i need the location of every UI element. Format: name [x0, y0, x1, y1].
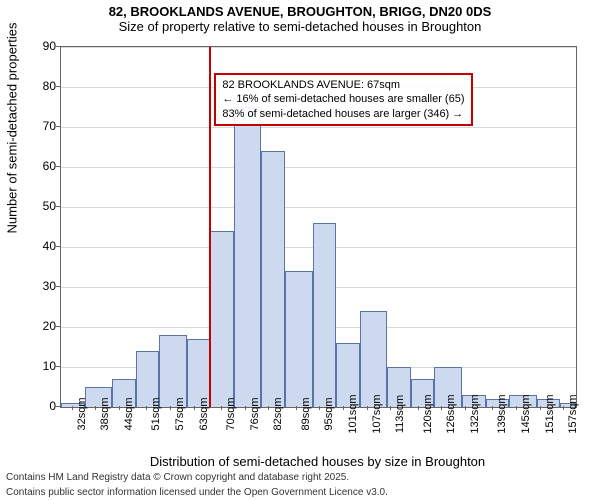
- ytick-mark: [56, 366, 60, 367]
- ytick-mark: [56, 246, 60, 247]
- gridline: [61, 47, 576, 48]
- ytick-mark: [56, 406, 60, 407]
- ytick-label: 80: [32, 79, 56, 93]
- ytick-mark: [56, 126, 60, 127]
- xtick-label: 113sqm: [394, 395, 406, 433]
- xtick-mark: [119, 406, 120, 410]
- xtick-label: 44sqm: [123, 397, 135, 430]
- xtick-label: 38sqm: [99, 397, 111, 430]
- credit-block: Contains HM Land Registry data © Crown c…: [0, 470, 600, 500]
- annotation-line: 82 BROOKLANDS AVENUE: 67sqm: [222, 78, 464, 92]
- marker-line: [209, 47, 211, 407]
- gridline: [61, 127, 576, 128]
- xtick-label: 145sqm: [520, 394, 532, 433]
- xtick-label: 89sqm: [300, 397, 312, 430]
- histogram-bar: [313, 223, 337, 407]
- credit-line-2: Contains public sector information licen…: [0, 485, 600, 500]
- xtick-mark: [441, 406, 442, 410]
- xtick-mark: [563, 406, 564, 410]
- title-sub: Size of property relative to semi-detach…: [0, 19, 600, 34]
- xtick-mark: [72, 406, 73, 410]
- plot-area: 82 BROOKLANDS AVENUE: 67sqm← 16% of semi…: [60, 46, 577, 408]
- xtick-mark: [194, 406, 195, 410]
- histogram-bar: [210, 231, 234, 407]
- xtick-label: 151sqm: [544, 394, 556, 433]
- ytick-label: 60: [32, 159, 56, 173]
- xtick-mark: [390, 406, 391, 410]
- title-main: 82, BROOKLANDS AVENUE, BROUGHTON, BRIGG,…: [0, 4, 600, 19]
- histogram-bar: [360, 311, 388, 407]
- xtick-mark: [492, 406, 493, 410]
- xtick-mark: [221, 406, 222, 410]
- xtick-label: 101sqm: [347, 394, 359, 433]
- xtick-label: 157sqm: [567, 394, 579, 433]
- xtick-mark: [268, 406, 269, 410]
- xtick-mark: [245, 406, 246, 410]
- title-block: 82, BROOKLANDS AVENUE, BROUGHTON, BRIGG,…: [0, 0, 600, 34]
- xtick-label: 95sqm: [323, 397, 335, 430]
- gridline: [61, 167, 576, 168]
- xtick-label: 126sqm: [445, 394, 457, 433]
- ytick-mark: [56, 46, 60, 47]
- annotation-line: 83% of semi-detached houses are larger (…: [222, 107, 464, 121]
- xtick-mark: [319, 406, 320, 410]
- xtick-label: 63sqm: [198, 397, 210, 430]
- ytick-label: 50: [32, 199, 56, 213]
- xtick-label: 139sqm: [496, 394, 508, 433]
- xtick-mark: [146, 406, 147, 410]
- xtick-mark: [516, 406, 517, 410]
- xtick-label: 57sqm: [174, 397, 186, 430]
- ytick-label: 30: [32, 279, 56, 293]
- ytick-label: 10: [32, 359, 56, 373]
- chart-container: 82, BROOKLANDS AVENUE, BROUGHTON, BRIGG,…: [0, 0, 600, 500]
- xtick-label: 107sqm: [371, 394, 383, 433]
- x-axis-label: Distribution of semi-detached houses by …: [60, 454, 575, 469]
- xtick-mark: [296, 406, 297, 410]
- ytick-mark: [56, 166, 60, 167]
- histogram-bar: [285, 271, 313, 407]
- histogram-bar: [261, 151, 285, 407]
- xtick-mark: [465, 406, 466, 410]
- ytick-label: 40: [32, 239, 56, 253]
- xtick-mark: [95, 406, 96, 410]
- xtick-mark: [540, 406, 541, 410]
- xtick-mark: [367, 406, 368, 410]
- ytick-mark: [56, 86, 60, 87]
- ytick-label: 20: [32, 319, 56, 333]
- xtick-label: 132sqm: [469, 394, 481, 433]
- xtick-label: 82sqm: [272, 397, 284, 430]
- annotation-box: 82 BROOKLANDS AVENUE: 67sqm← 16% of semi…: [214, 73, 472, 126]
- xtick-label: 76sqm: [249, 397, 261, 430]
- xtick-label: 51sqm: [150, 397, 162, 430]
- ytick-label: 70: [32, 119, 56, 133]
- histogram-bar: [234, 107, 262, 407]
- ytick-mark: [56, 326, 60, 327]
- xtick-label: 120sqm: [422, 394, 434, 433]
- ytick-mark: [56, 286, 60, 287]
- ytick-mark: [56, 206, 60, 207]
- annotation-line: ← 16% of semi-detached houses are smalle…: [222, 92, 464, 106]
- histogram-bar: [159, 335, 187, 407]
- gridline: [61, 207, 576, 208]
- credit-line-1: Contains HM Land Registry data © Crown c…: [0, 470, 600, 485]
- xtick-label: 32sqm: [76, 397, 88, 430]
- xtick-mark: [343, 406, 344, 410]
- ytick-label: 0: [32, 399, 56, 413]
- xtick-mark: [418, 406, 419, 410]
- xtick-label: 70sqm: [225, 397, 237, 430]
- xtick-mark: [170, 406, 171, 410]
- ytick-label: 90: [32, 39, 56, 53]
